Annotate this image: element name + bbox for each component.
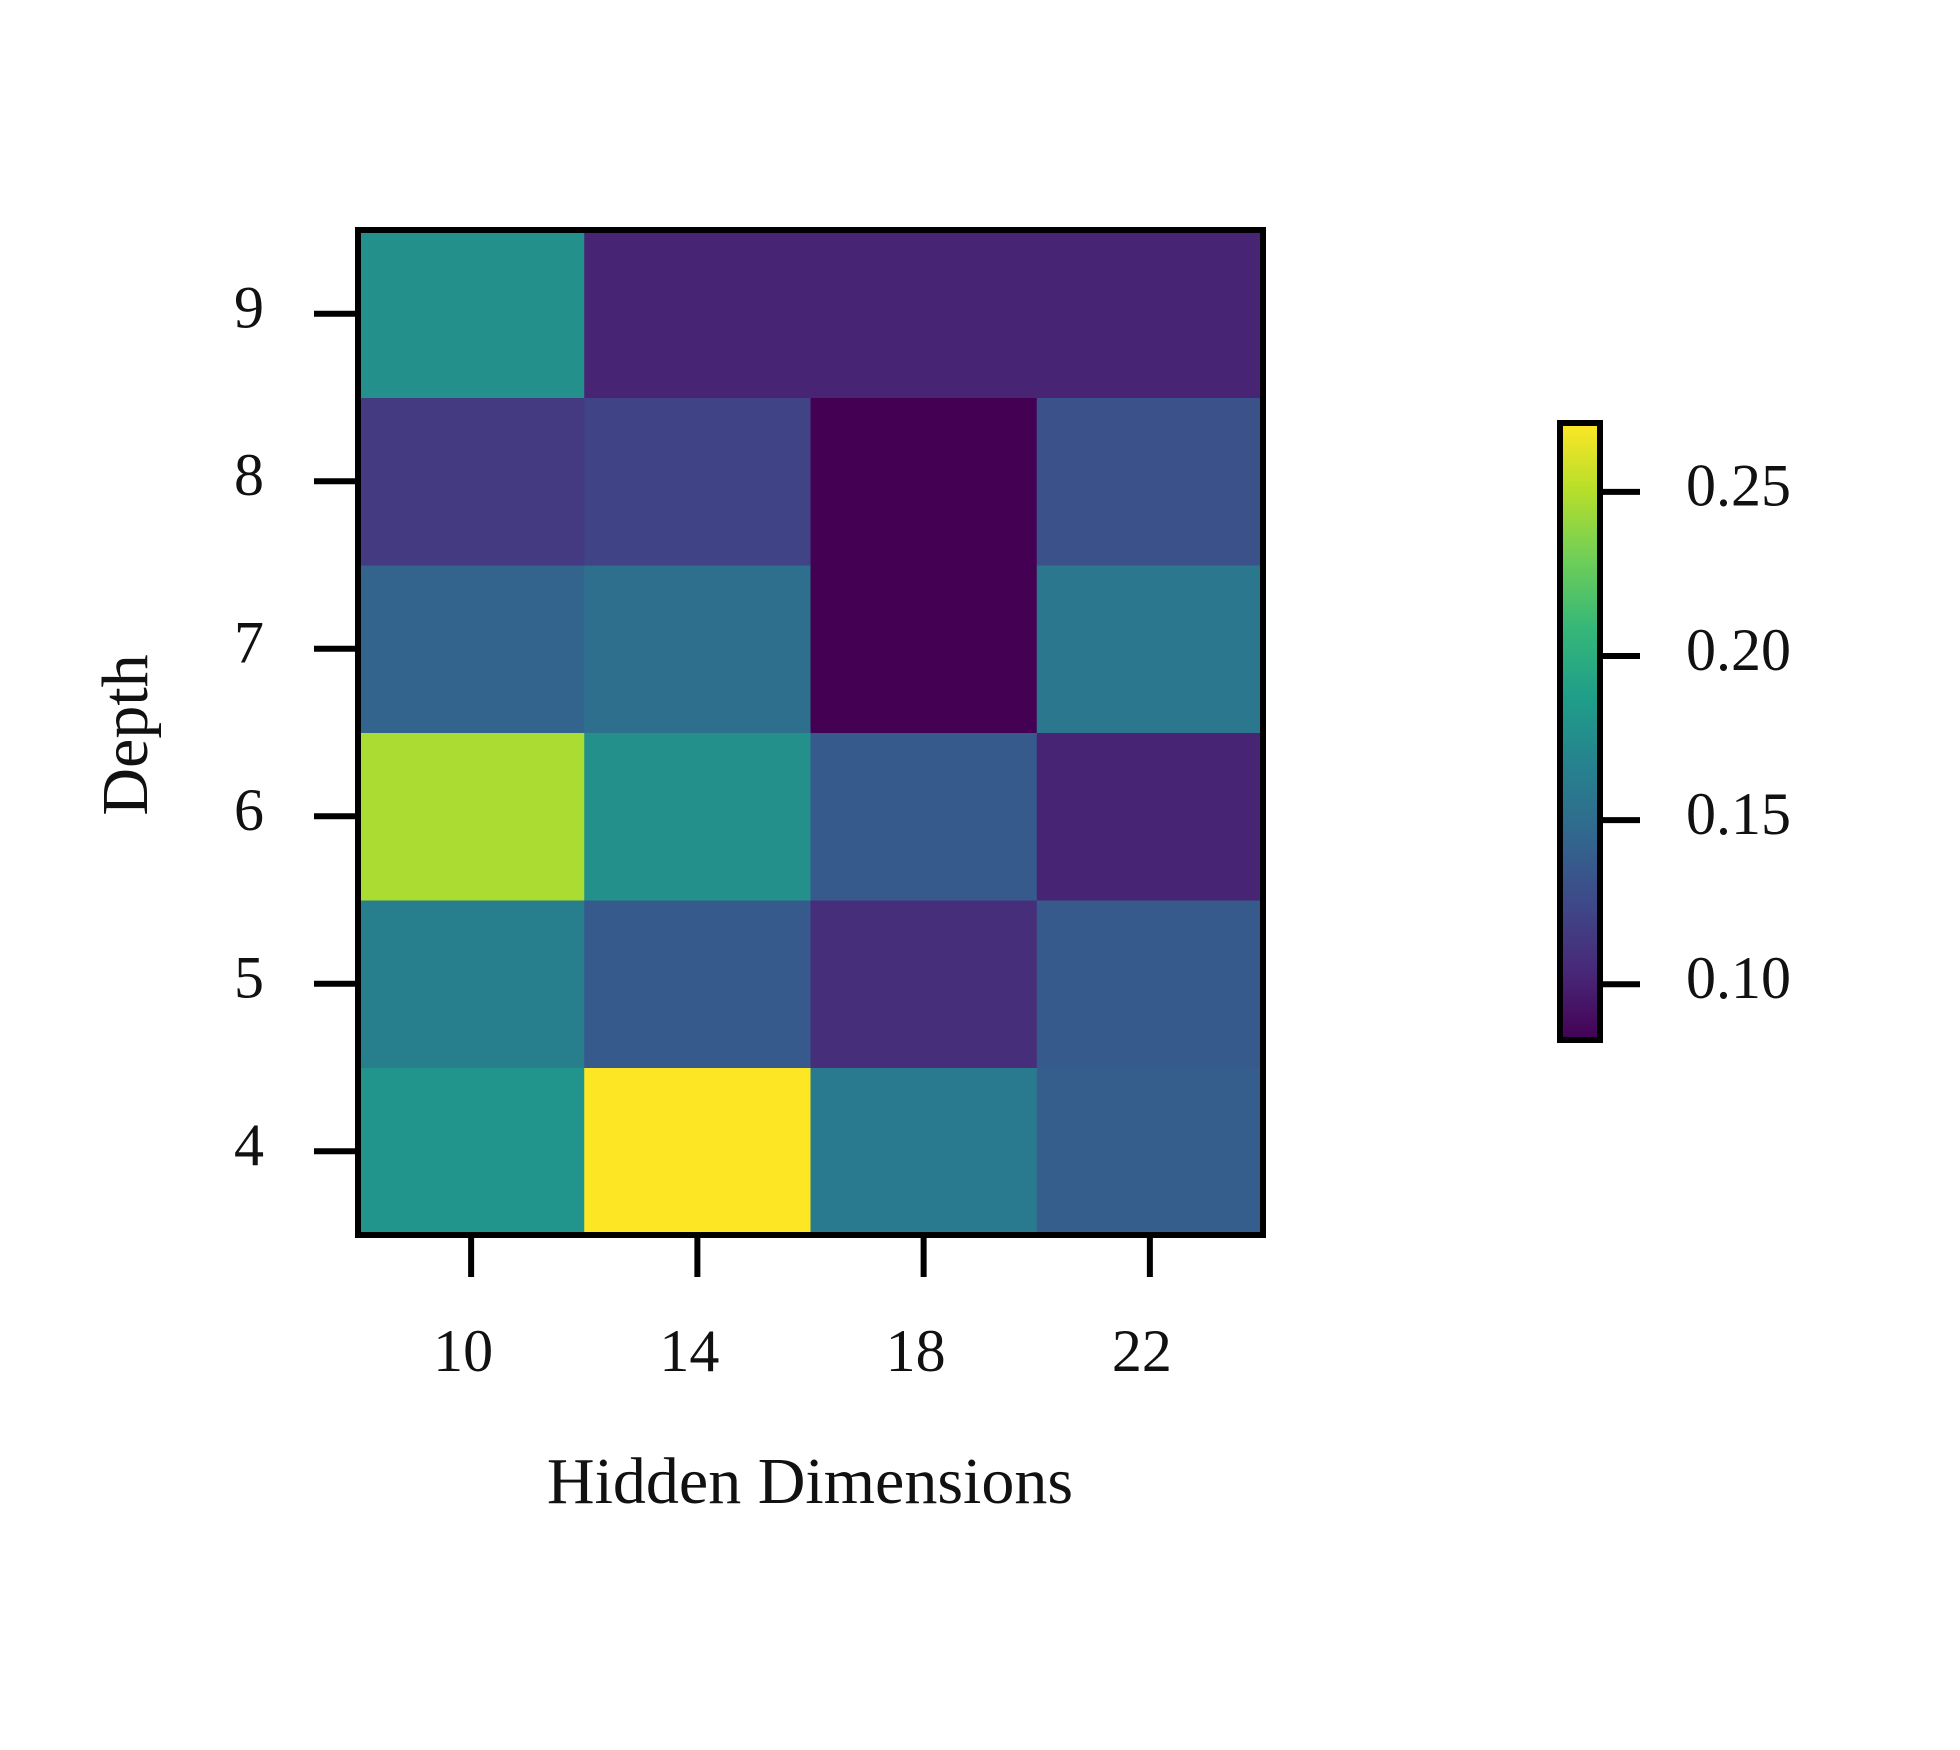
colorbar-tick-label: 0.20 (1686, 617, 1791, 683)
x-tick-label: 14 (659, 1318, 719, 1384)
colorbar-tick-label: 0.10 (1686, 945, 1791, 1011)
x-tick-label: 22 (1112, 1318, 1172, 1384)
heatmap-cell (1036, 565, 1264, 733)
heatmap-cell (584, 565, 811, 733)
heatmap-cell (584, 230, 811, 398)
heatmap-cell (584, 1067, 811, 1236)
heatmap-cell (810, 230, 1038, 398)
y-tick-label: 8 (234, 442, 264, 508)
heatmap-cell (1036, 230, 1264, 398)
heatmap-cell (1036, 732, 1264, 901)
colorbar (1557, 420, 1603, 1043)
heatmap (358, 230, 1264, 1236)
heatmap-cell (810, 1067, 1038, 1236)
heatmap-cell (358, 397, 585, 566)
heatmap-cell (810, 397, 1038, 566)
heatmap-cell (358, 565, 585, 733)
heatmap-cell (810, 565, 1038, 733)
heatmap-cell (1036, 900, 1264, 1068)
x-axis-label: Hidden Dimensions (547, 1445, 1073, 1518)
heatmap-cell (358, 732, 585, 901)
y-tick-label: 9 (234, 275, 264, 341)
heatmap-cell (584, 397, 811, 566)
heatmap-cell (810, 732, 1038, 901)
heatmap-cell (584, 732, 811, 901)
x-tick-label: 18 (886, 1318, 946, 1384)
colorbar-tick-label: 0.15 (1686, 781, 1791, 847)
x-tick-label: 10 (433, 1318, 493, 1384)
heatmap-cell (584, 900, 811, 1068)
heatmap-cell (358, 900, 585, 1068)
heatmap-cell (810, 900, 1038, 1068)
y-tick-label: 7 (234, 610, 264, 676)
colorbar-tick-label: 0.25 (1686, 453, 1791, 519)
y-tick-label: 6 (234, 777, 264, 843)
heatmap-cell (1036, 1067, 1264, 1236)
y-axis-label: Depth (89, 654, 162, 815)
plot-frame (355, 227, 1266, 1238)
y-tick-label: 4 (234, 1112, 264, 1178)
y-tick-label: 5 (234, 945, 264, 1011)
heatmap-cell (1036, 397, 1264, 566)
heatmap-cell (358, 230, 585, 398)
heatmap-cell (358, 1067, 585, 1236)
